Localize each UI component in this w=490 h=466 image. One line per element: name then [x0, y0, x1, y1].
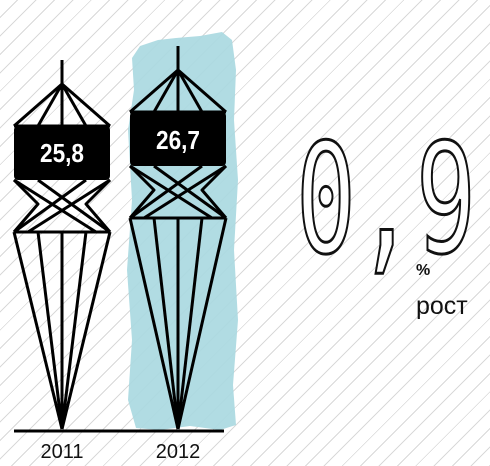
pendant-drop-2011-1 [36, 231, 64, 430]
lattice-r-2011 [84, 178, 112, 233]
pendant-drop-2011-3 [60, 231, 88, 430]
lattice-x1-2012 [129, 164, 213, 220]
pendant-drop-2011-0 [12, 231, 64, 430]
bar-2011 [14, 126, 110, 180]
lattice-x2-2012 [143, 164, 227, 220]
pendant-fan-2012-1 [152, 69, 180, 113]
bar-2012 [130, 112, 226, 166]
pendant-fan-2011-1 [36, 83, 64, 127]
lattice-x3-2012 [153, 164, 227, 220]
lattice-x4-2011 [13, 178, 87, 234]
pendant-drop-2012-0 [128, 217, 180, 430]
x-tick-label-2012: 2012 [156, 441, 201, 463]
lattice-x4-2012 [129, 164, 203, 220]
pendant-drop-2011-4 [60, 231, 112, 430]
pendant-drop-2012-3 [176, 217, 204, 430]
pendant-fan-2011-3 [60, 83, 88, 127]
pendant-drop-2012-4 [176, 217, 228, 430]
pendant-fan-2012-3 [176, 69, 204, 113]
growth-value: 0,9 [296, 111, 476, 288]
data-label-2011: 25,8 [40, 138, 84, 168]
percent-sign: % [416, 262, 431, 279]
pendant-fan-2012-0 [129, 68, 179, 114]
lattice-x2-2011 [27, 178, 111, 234]
pendant-fan-2011-4 [61, 82, 111, 128]
pendant-drop-2012-1 [152, 217, 180, 430]
lattice-l-2011 [12, 178, 40, 233]
lattice-x3-2011 [37, 178, 111, 234]
x-tick-label-2011: 2011 [40, 441, 83, 463]
data-label-2012: 26,7 [156, 125, 200, 155]
lattice-r-2012 [200, 164, 228, 219]
plot-area [12, 46, 228, 430]
pendant-fan-2012-4 [177, 68, 227, 114]
lattice-l-2012 [128, 164, 156, 219]
highlight-brush [127, 32, 238, 430]
lattice-x1-2011 [13, 178, 97, 234]
growth-label: рост [416, 292, 468, 320]
pendant-fan-2011-0 [13, 82, 63, 128]
